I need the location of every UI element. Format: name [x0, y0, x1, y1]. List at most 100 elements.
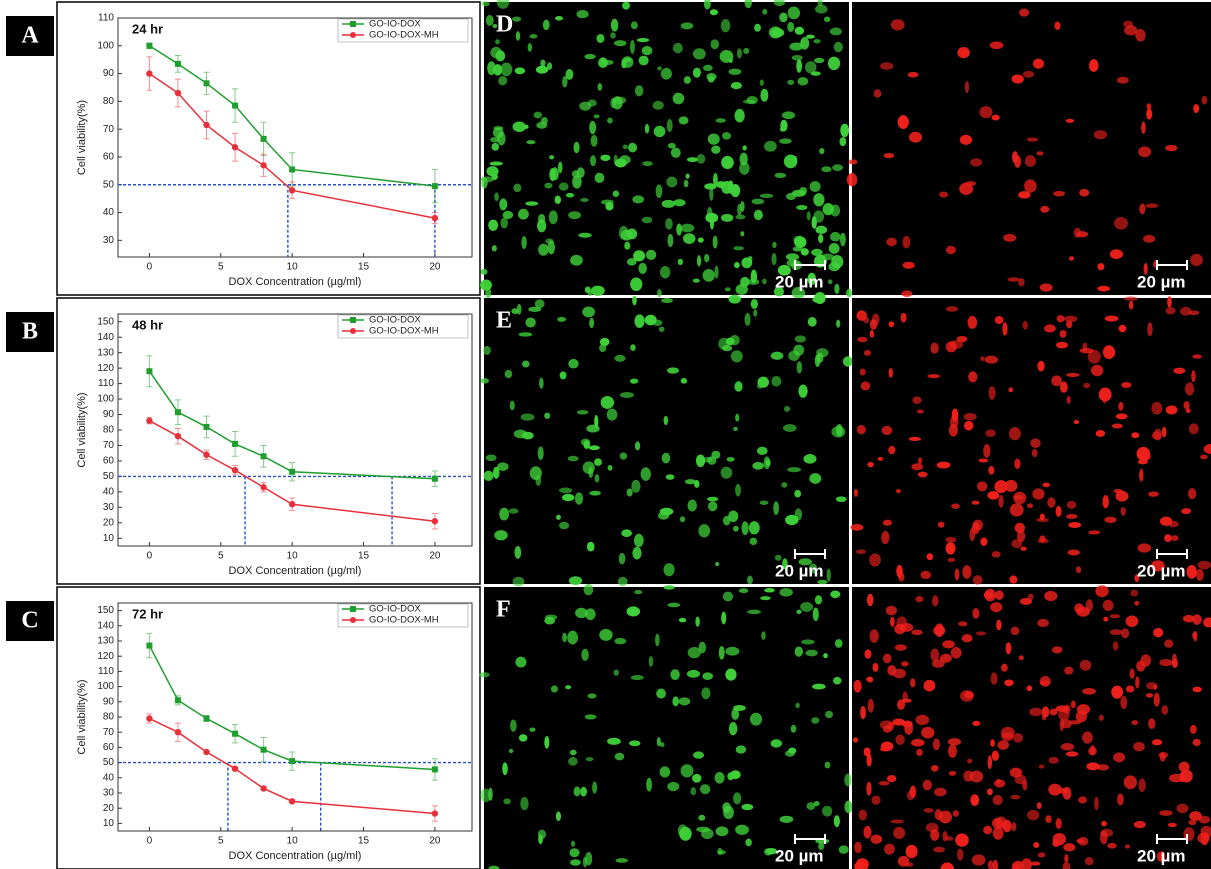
scale-bar-label: 20 µm	[1137, 561, 1186, 580]
cell	[590, 134, 598, 147]
cell	[756, 383, 763, 389]
cell	[1183, 401, 1190, 410]
cell	[931, 659, 945, 668]
cell	[961, 634, 973, 643]
cell	[1135, 29, 1146, 42]
cell	[773, 501, 779, 516]
cell	[1118, 324, 1127, 333]
cell	[1167, 822, 1177, 828]
cell	[653, 125, 666, 138]
marker	[174, 432, 182, 440]
cell	[512, 576, 525, 587]
cell	[809, 181, 821, 192]
cell	[789, 42, 804, 51]
cell	[863, 349, 872, 356]
cell	[907, 71, 919, 78]
cell	[932, 595, 939, 607]
cell	[518, 734, 528, 742]
cell	[547, 240, 555, 255]
cell	[628, 142, 638, 153]
cell	[684, 479, 697, 485]
cell	[1066, 500, 1077, 509]
cell	[559, 521, 570, 530]
cell	[1053, 190, 1065, 197]
cell	[620, 229, 633, 241]
cell	[800, 248, 809, 256]
cell	[1201, 95, 1208, 105]
cell	[827, 279, 833, 285]
cell	[916, 409, 924, 414]
cell	[600, 154, 611, 161]
y-tick-label: 70	[103, 124, 115, 135]
cell	[1017, 530, 1026, 543]
cell	[1083, 382, 1091, 389]
cell	[659, 742, 665, 748]
cell	[783, 154, 798, 169]
cell	[795, 702, 800, 709]
cell	[1064, 315, 1078, 323]
cell	[679, 516, 686, 523]
chart: C 10 20 30 40 50 60 70 80 90 100 110 120 130 140 150 0 5 1…	[6, 586, 481, 869]
cell	[738, 588, 749, 594]
cell	[1039, 283, 1053, 292]
cell	[1099, 830, 1108, 845]
cell	[933, 625, 946, 636]
cell	[1103, 616, 1109, 622]
cell	[815, 225, 828, 234]
cell	[680, 377, 688, 384]
cell	[1109, 249, 1123, 260]
marker	[431, 214, 439, 222]
cell	[670, 147, 681, 158]
cell	[1021, 858, 1032, 869]
cell	[725, 668, 737, 681]
cell	[718, 646, 725, 660]
cell	[760, 596, 771, 601]
cell	[693, 751, 705, 759]
cell	[734, 381, 743, 392]
cell	[832, 164, 843, 171]
legend-marker	[350, 317, 356, 323]
cell	[779, 138, 792, 144]
cell	[823, 16, 831, 23]
cell	[712, 172, 718, 187]
cell	[1090, 364, 1104, 377]
cell	[1012, 860, 1024, 869]
cell	[1192, 354, 1202, 359]
cell	[985, 429, 996, 437]
scale-bar-label: 20 µm	[1137, 272, 1186, 291]
cell	[991, 750, 999, 762]
x-tick-label: 5	[218, 551, 224, 562]
marker	[203, 80, 210, 87]
cell	[1200, 454, 1208, 460]
cell	[819, 148, 825, 155]
cell	[1055, 818, 1062, 829]
cell	[518, 208, 529, 220]
panel-label: A	[21, 23, 39, 49]
cell	[1180, 306, 1192, 316]
cell	[621, 529, 633, 537]
cell	[886, 775, 897, 783]
cell	[1065, 118, 1075, 123]
cell	[854, 841, 862, 854]
marker	[288, 798, 296, 805]
cell	[1179, 771, 1186, 783]
cell	[622, 1, 631, 10]
cell	[886, 237, 897, 247]
cell	[728, 510, 739, 523]
cell	[683, 179, 689, 188]
cell	[1052, 646, 1063, 654]
cell	[544, 736, 550, 749]
cell	[618, 552, 626, 565]
cell	[779, 588, 793, 597]
cell	[895, 734, 905, 745]
cell	[954, 568, 960, 581]
cell	[1171, 535, 1179, 541]
cell	[752, 461, 765, 470]
cell	[992, 859, 999, 869]
cell	[1159, 659, 1173, 667]
cell	[589, 317, 595, 329]
cell	[1197, 560, 1211, 570]
marker	[431, 810, 439, 817]
cell	[581, 648, 589, 661]
cell	[1066, 395, 1071, 404]
